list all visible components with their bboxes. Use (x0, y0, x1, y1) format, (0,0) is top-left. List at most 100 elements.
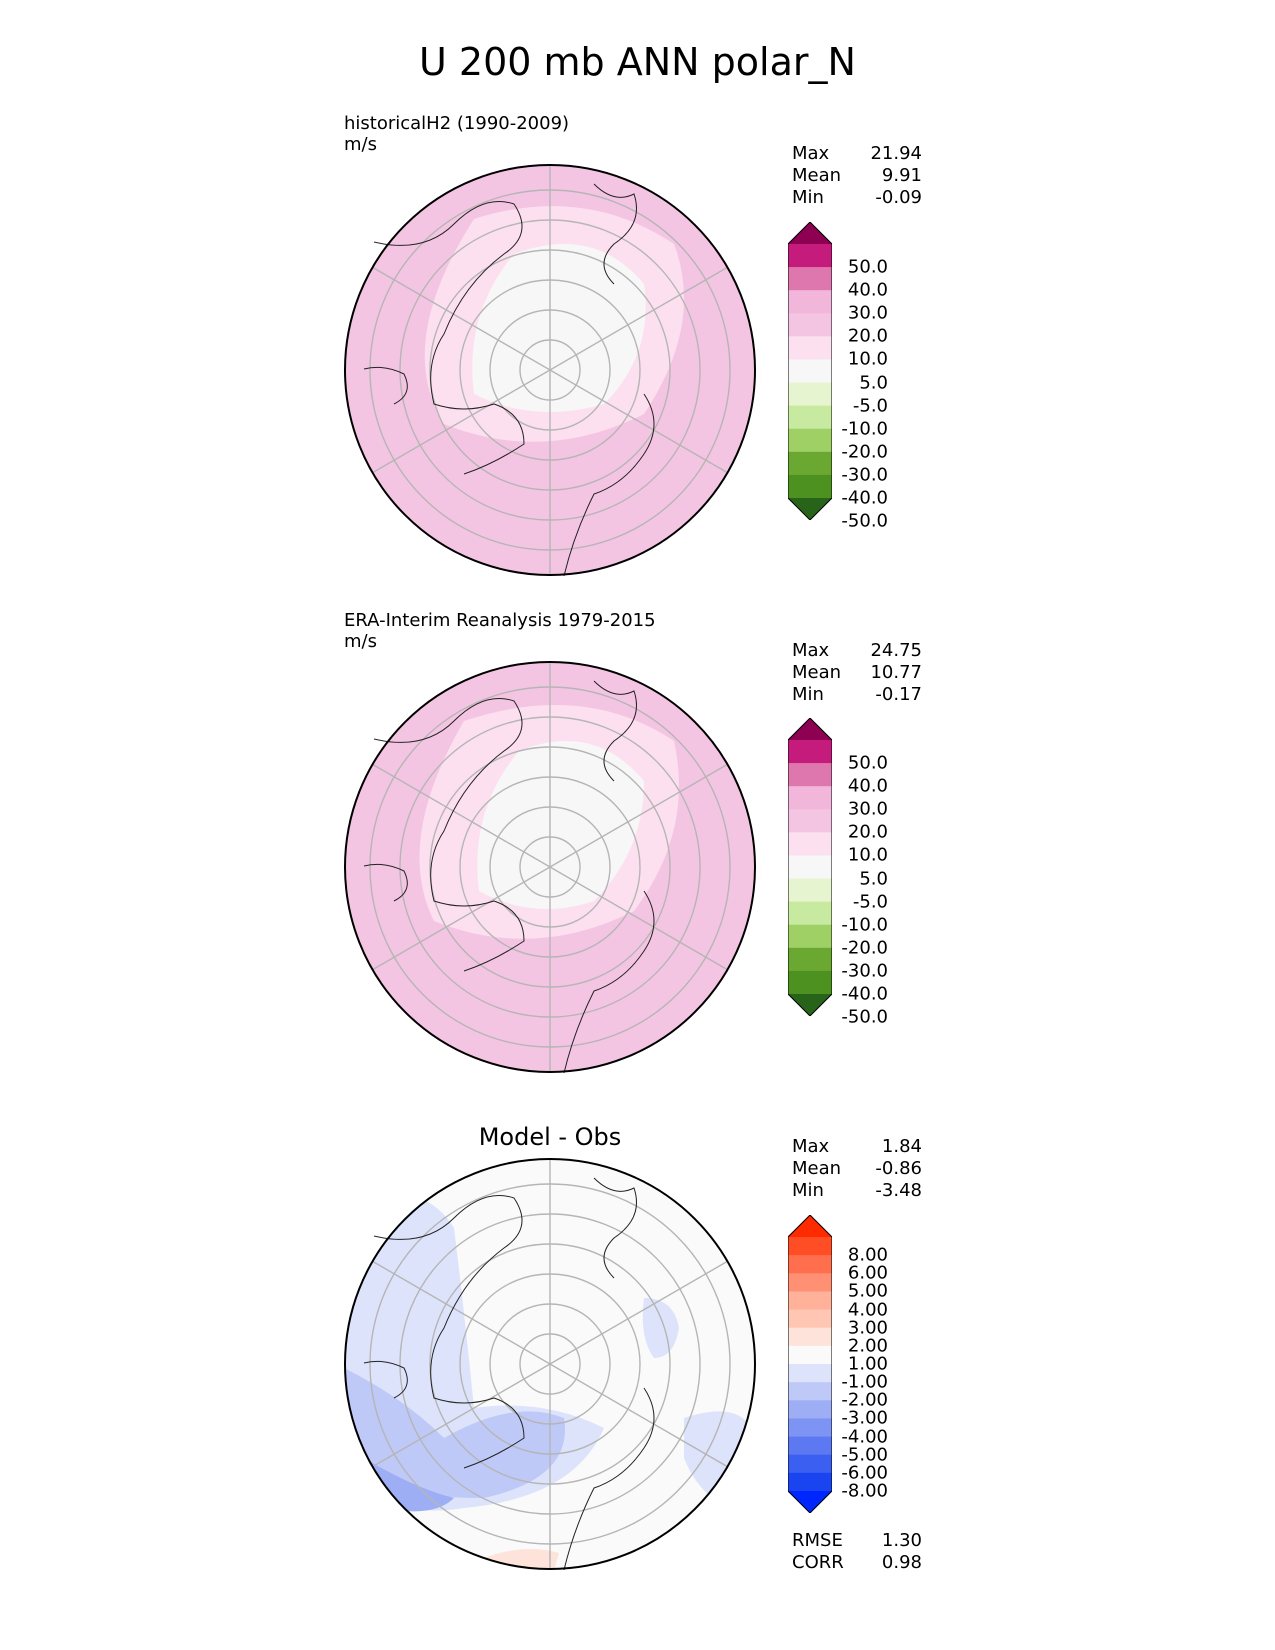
panel-1-stats: Max 21.94 Mean 9.91 Min -0.09 (792, 143, 922, 209)
colorbar-tick-label: -40.0 (841, 487, 888, 509)
colorbar-tick-label: 6.00 (847, 1262, 888, 1284)
colorbar-tick-label: -20.0 (841, 441, 888, 463)
panel-2-colorbar-labels: 50.0 40.0 30.0 20.0 10.0 5.0 -5.0 -10.0 -20.0 -30… (836, 718, 888, 1028)
stat-name: Max (792, 1136, 830, 1157)
colorbar-tick-label: 10.0 (847, 348, 888, 370)
panel-1-label: historicalH2 (1990-2009) m/s (344, 113, 569, 155)
colorbar-bottom-extend (788, 498, 832, 520)
colorbar-segment (788, 1237, 832, 1256)
stat-name: Max (792, 143, 830, 164)
colorbar-tick-label: 40.0 (847, 775, 888, 797)
graticule (369, 164, 731, 576)
colorbar-top-extend (788, 222, 832, 244)
stat-name: Min (792, 684, 824, 705)
colorbar-segment (788, 786, 832, 810)
colorbar-segment (788, 267, 832, 291)
stat-name: RMSE (792, 1530, 843, 1551)
panel-1-colorbar (787, 221, 833, 521)
stat-value: 1.84 (881, 1136, 922, 1157)
stat-value: -3.48 (875, 1180, 922, 1201)
stat-name: Mean (792, 662, 842, 683)
panel-2-label: ERA-Interim Reanalysis 1979-2015 m/s (344, 610, 656, 652)
colorbar-tick-label: 5.0 (859, 372, 888, 394)
map-boundary (344, 661, 756, 1073)
panel-3-colorbar-svg (787, 1214, 833, 1514)
panel-2-units: m/s (344, 631, 377, 652)
colorbar-tick-label: 5.00 (847, 1280, 888, 1302)
field-band-low (472, 244, 646, 412)
colorbar-segment (788, 451, 832, 476)
colorbar-tick-label: 30.0 (847, 302, 888, 324)
colorbar-segment (788, 1309, 832, 1329)
map-boundary (344, 1158, 756, 1570)
stat-value: 21.94 (870, 143, 922, 164)
panel-1-colorbar-labels: 50.0 40.0 30.0 20.0 10.0 5.0 -5.0 -10.0 -20.0 -30… (836, 222, 888, 532)
stat-name: Min (792, 1180, 824, 1201)
colorbar-segment (788, 1418, 832, 1438)
panel-1-units: m/s (344, 134, 377, 155)
stat-value: 9.91 (881, 165, 922, 186)
panel-3-stats: Max 1.84 Mean -0.86 Min -3.48 (792, 1136, 922, 1202)
stat-value: -0.09 (875, 187, 922, 208)
colorbar-segment (788, 1345, 832, 1365)
colorbar-segment (788, 1436, 832, 1456)
colorbar-tick-label: -3.00 (841, 1407, 888, 1429)
colorbar-tick-label: 3.00 (847, 1317, 888, 1339)
colorbar-tick-label: -5.0 (852, 891, 888, 913)
panel-2-name: ERA-Interim Reanalysis 1979-2015 (344, 610, 656, 631)
panel-1-polar-map (344, 164, 756, 576)
panel-2-colorbar (787, 717, 833, 1017)
colorbar-tick-label: 2.00 (847, 1335, 888, 1357)
stat-value: -0.17 (875, 684, 922, 705)
colorbar-segment (788, 970, 832, 995)
map-boundary (344, 164, 756, 576)
colorbar-segment (788, 428, 832, 453)
colorbar-segment (788, 809, 832, 833)
stat-name: Max (792, 640, 830, 661)
colorbar-top-extend (788, 1215, 832, 1237)
colorbar-segment (788, 1472, 832, 1492)
colorbar-segment (788, 359, 832, 384)
colorbar-tick-label: 8.00 (847, 1244, 888, 1266)
colorbar-bottom-extend (788, 1491, 832, 1513)
colorbar-tick-label: -40.0 (841, 983, 888, 1005)
colorbar-segment (788, 290, 832, 314)
colorbar-segment (788, 1400, 832, 1419)
graticule (369, 661, 731, 1073)
stat-value: 1.30 (881, 1530, 922, 1551)
colorbar-tick-label: -4.00 (841, 1426, 888, 1448)
field-band-neg2-neg3 (345, 1368, 565, 1498)
colorbar-segment (788, 1291, 832, 1311)
graticule (369, 1158, 731, 1570)
colorbar-tick-label: 1.00 (847, 1353, 888, 1375)
colorbar-tick-label: -20.0 (841, 937, 888, 959)
colorbar-tick-label: 30.0 (847, 798, 888, 820)
colorbar-tick-label: -30.0 (841, 960, 888, 982)
colorbar-segment (788, 1255, 832, 1274)
panel-3-title: Model - Obs (478, 1123, 622, 1151)
panel-2-colorbar-svg (787, 717, 833, 1017)
colorbar-tick-label: -5.0 (852, 395, 888, 417)
colorbar-segment (788, 763, 832, 787)
coastlines (363, 680, 655, 1073)
stat-value: -0.86 (875, 1158, 922, 1179)
colorbar-tick-label: -6.00 (841, 1462, 888, 1484)
panel-3-polar-map (344, 1158, 756, 1570)
colorbar-tick-label: -2.00 (841, 1389, 888, 1411)
coastlines (363, 183, 655, 576)
colorbar-segment (788, 855, 832, 880)
colorbar-segment (788, 1327, 832, 1347)
colorbar-segment (788, 924, 832, 949)
panel-2-polar-map (344, 661, 756, 1073)
colorbar-segment (788, 1273, 832, 1292)
colorbar-segment (788, 878, 832, 903)
stat-value: 10.77 (870, 662, 922, 683)
colorbar-tick-label: -50.0 (841, 510, 888, 532)
colorbar-tick-label: 50.0 (847, 256, 888, 278)
colorbar-segment (788, 901, 832, 926)
colorbar-top-extend (788, 718, 832, 740)
colorbar-segment (788, 313, 832, 337)
colorbar-segment (788, 1364, 832, 1383)
figure-title: U 200 mb ANN polar_N (419, 40, 856, 84)
colorbar-tick-label: -5.00 (841, 1444, 888, 1466)
